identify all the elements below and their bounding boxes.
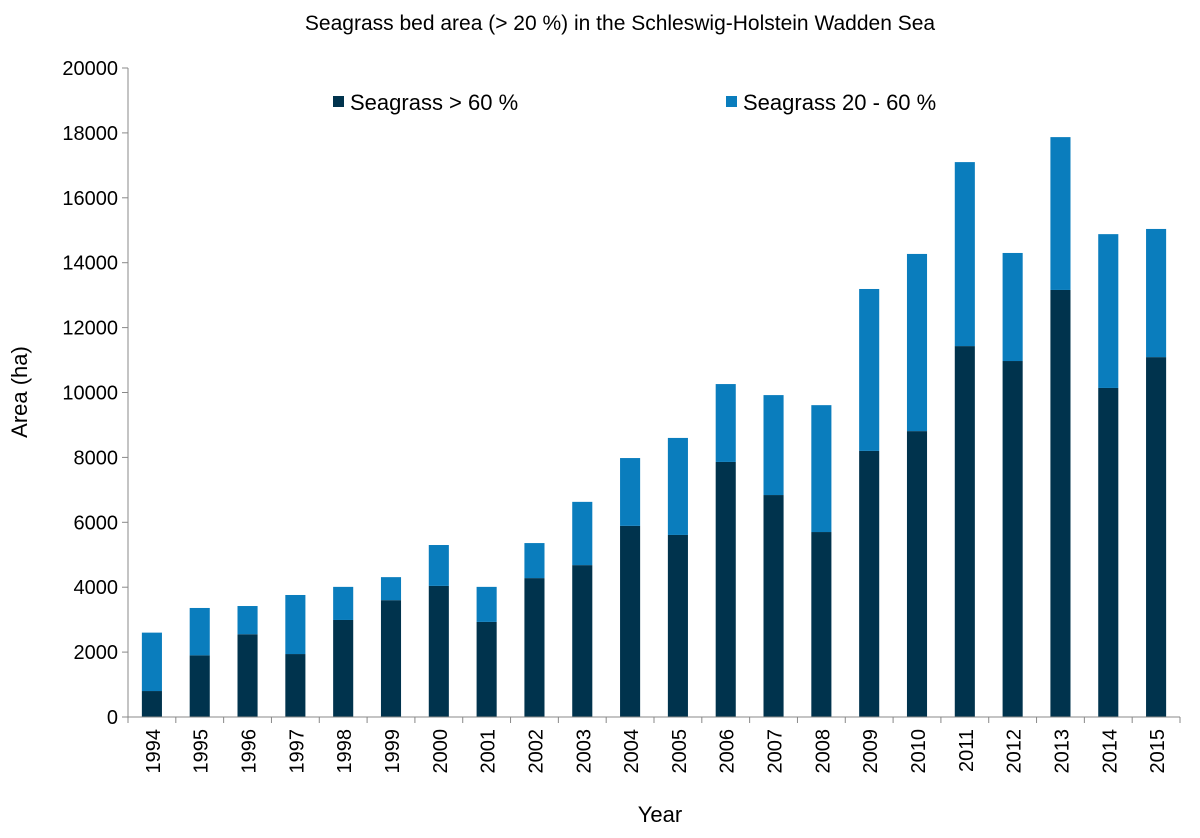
y-tick-label: 10000 [62,383,118,405]
bar-seagrass-20-60-1999 [380,577,402,601]
chart-title: Seagrass bed area (> 20 %) in the Schles… [305,12,935,35]
x-tick-label: 2006 [717,729,739,774]
bar-seagrass-20-60-2011 [954,162,975,347]
x-tick-label: 2002 [525,729,547,774]
x-tick-label: 2011 [956,729,978,772]
x-tick-label: 2005 [669,729,691,774]
bar-seagrass-over-60-2006 [715,461,736,717]
bar-seagrass-over-60-1998 [333,619,354,717]
legend-label-dark: Seagrass > 60 % [350,90,518,115]
x-tick-label: 2003 [573,729,595,774]
bar-seagrass-20-60-2010 [906,253,928,432]
y-tick-label: 0 [107,707,118,729]
bar-seagrass-20-60-2000 [428,545,449,586]
x-tick-label: 2014 [1099,729,1121,774]
y-tick-label: 8000 [74,447,119,469]
y-tick-label: 12000 [62,318,118,340]
bar-seagrass-over-60-2004 [620,525,641,717]
x-tick-label: 2008 [812,729,834,774]
bar-seagrass-20-60-2002 [524,543,545,579]
bar-seagrass-20-60-2001 [476,586,497,622]
x-axis-label: Year [638,802,682,827]
x-tick-label: 1996 [239,729,261,774]
bar-seagrass-over-60-2002 [524,578,545,717]
x-tick-label: 2010 [908,729,930,774]
x-tick-label: 1997 [286,729,308,774]
bar-seagrass-20-60-2008 [811,405,832,533]
bar-seagrass-20-60-2015 [1146,228,1167,358]
y-axis-label: Area (ha) [7,346,32,438]
bar-seagrass-20-60-2005 [667,437,688,535]
x-tick-label: 1995 [191,729,213,774]
y-tick-label: 4000 [74,577,119,599]
bar-seagrass-over-60-2009 [859,450,880,717]
bar-seagrass-20-60-1997 [285,594,306,655]
bar-seagrass-20-60-1995 [189,607,210,656]
legend: Seagrass > 60 % Seagrass 20 - 60 % [333,90,936,115]
y-tick-label: 18000 [62,123,118,145]
bar-seagrass-20-60-2014 [1098,234,1119,388]
x-tick-label: 2000 [430,729,452,774]
legend-swatch-light [726,96,737,107]
x-tick-label: 2013 [1051,729,1073,774]
bar-seagrass-over-60-1997 [285,654,306,717]
x-tick-label: 2009 [860,729,882,774]
bar-seagrass-over-60-2005 [667,534,688,717]
x-tick-label: 2004 [621,729,643,774]
legend-label-light: Seagrass 20 - 60 % [743,90,936,115]
bar-seagrass-20-60-1996 [237,606,258,635]
legend-swatch-dark [333,96,344,107]
y-tick-label: 20000 [62,58,118,80]
bar-seagrass-20-60-2006 [715,384,736,462]
bar-seagrass-over-60-1994 [141,691,162,717]
y-tick-label: 6000 [74,512,119,534]
bar-seagrass-20-60-2004 [620,458,641,526]
x-tick-label: 2012 [1004,729,1026,774]
bar-seagrass-over-60-2000 [428,585,449,717]
bar-seagrass-over-60-2012 [1002,361,1023,717]
bar-seagrass-over-60-1999 [380,600,402,717]
bar-seagrass-over-60-1996 [237,634,258,717]
bar-seagrass-20-60-2009 [859,288,880,451]
bar-seagrass-20-60-2012 [1002,252,1023,362]
bar-seagrass-over-60-1995 [189,655,210,717]
bar-seagrass-over-60-2010 [906,431,928,717]
bar-seagrass-over-60-2011 [954,346,975,717]
bar-seagrass-over-60-2007 [763,495,784,717]
bar-seagrass-20-60-1994 [141,632,162,692]
y-tick-label: 2000 [74,642,119,664]
bar-seagrass-over-60-2001 [476,621,497,717]
y-tick-label: 16000 [62,188,118,210]
bar-seagrass-over-60-2003 [572,565,593,717]
x-tick-label: 1999 [382,729,404,774]
bar-seagrass-20-60-1998 [333,586,354,620]
y-tick-label: 14000 [62,253,118,275]
bar-seagrass-over-60-2014 [1098,387,1119,717]
bar-seagrass-over-60-2015 [1146,357,1167,717]
bar-seagrass-over-60-2013 [1050,289,1071,717]
x-tick-label: 1998 [334,729,356,774]
x-tick-label: 2015 [1147,729,1169,774]
x-tick-label: 1994 [143,729,165,774]
bar-seagrass-over-60-2008 [811,532,832,717]
bar-seagrass-20-60-2007 [763,395,784,496]
x-tick-label: 2007 [765,729,787,774]
x-tick-label: 2001 [478,729,500,774]
bar-seagrass-20-60-2003 [572,501,593,566]
bar-seagrass-20-60-2013 [1050,137,1071,290]
